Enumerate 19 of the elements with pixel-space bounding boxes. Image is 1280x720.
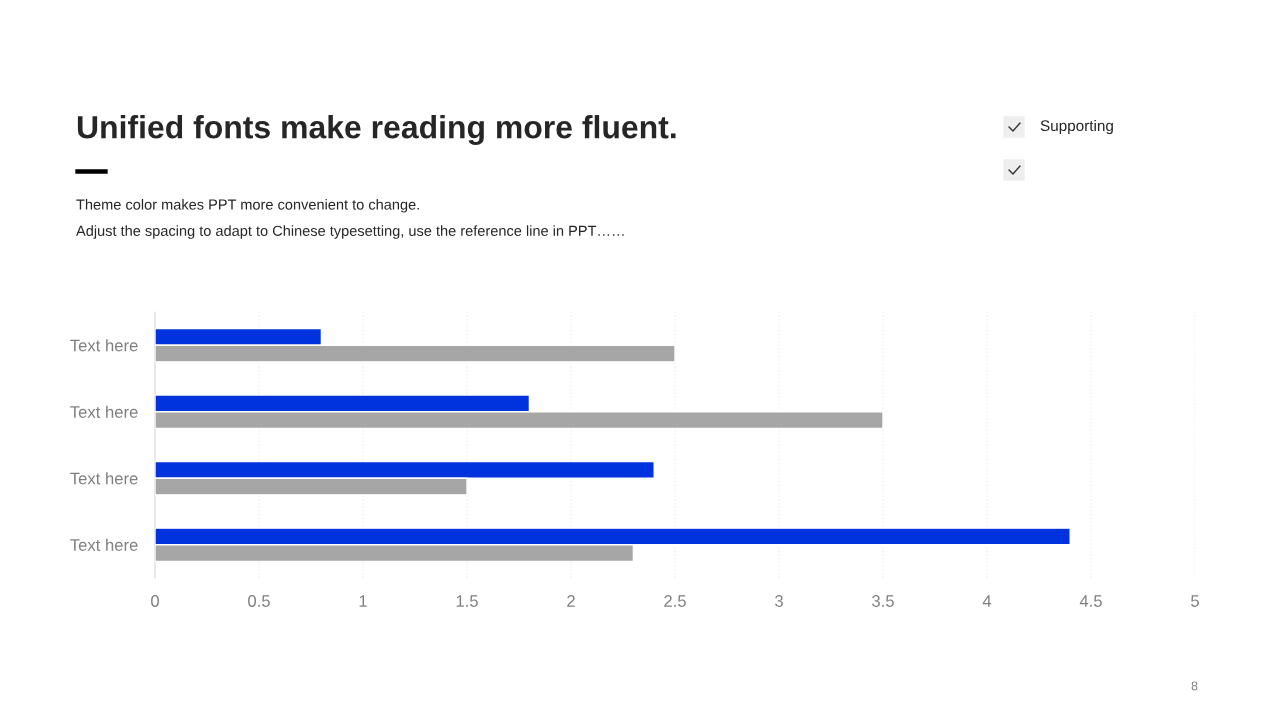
y-tick-label: Text here — [70, 339, 138, 352]
y-tick-label: Text here — [70, 472, 138, 485]
x-tick-label: 1.5 — [456, 595, 478, 607]
x-tick-label: 2.5 — [664, 595, 686, 607]
chart-title: Unified fonts make reading more fluent. — [77, 115, 676, 145]
x-tick-label: 2 — [567, 595, 575, 607]
x-tick-label: 3 — [775, 595, 783, 607]
x-tick-label: 0.5 — [248, 595, 270, 607]
chart-subtitle: Theme color makes PPT more convenient to change. Adjust the spacing to adapt to Chinese typesetting, use the reference line in PPT…… — [76, 199, 624, 239]
y-tick-label: Text here — [70, 538, 138, 551]
y-tick-label: Text here — [70, 405, 138, 418]
x-tick-label: 4.5 — [1079, 595, 1102, 607]
text: Supporting — [1040, 119, 1113, 135]
x-tick-label: 4 — [982, 595, 992, 607]
x-tick-label: 1 — [359, 595, 367, 607]
text: 8 — [1191, 681, 1198, 691]
x-tick-label: 3.5 — [872, 595, 894, 607]
x-tick-label: 0 — [151, 595, 159, 607]
x-tick-label: 5 — [1191, 595, 1199, 607]
